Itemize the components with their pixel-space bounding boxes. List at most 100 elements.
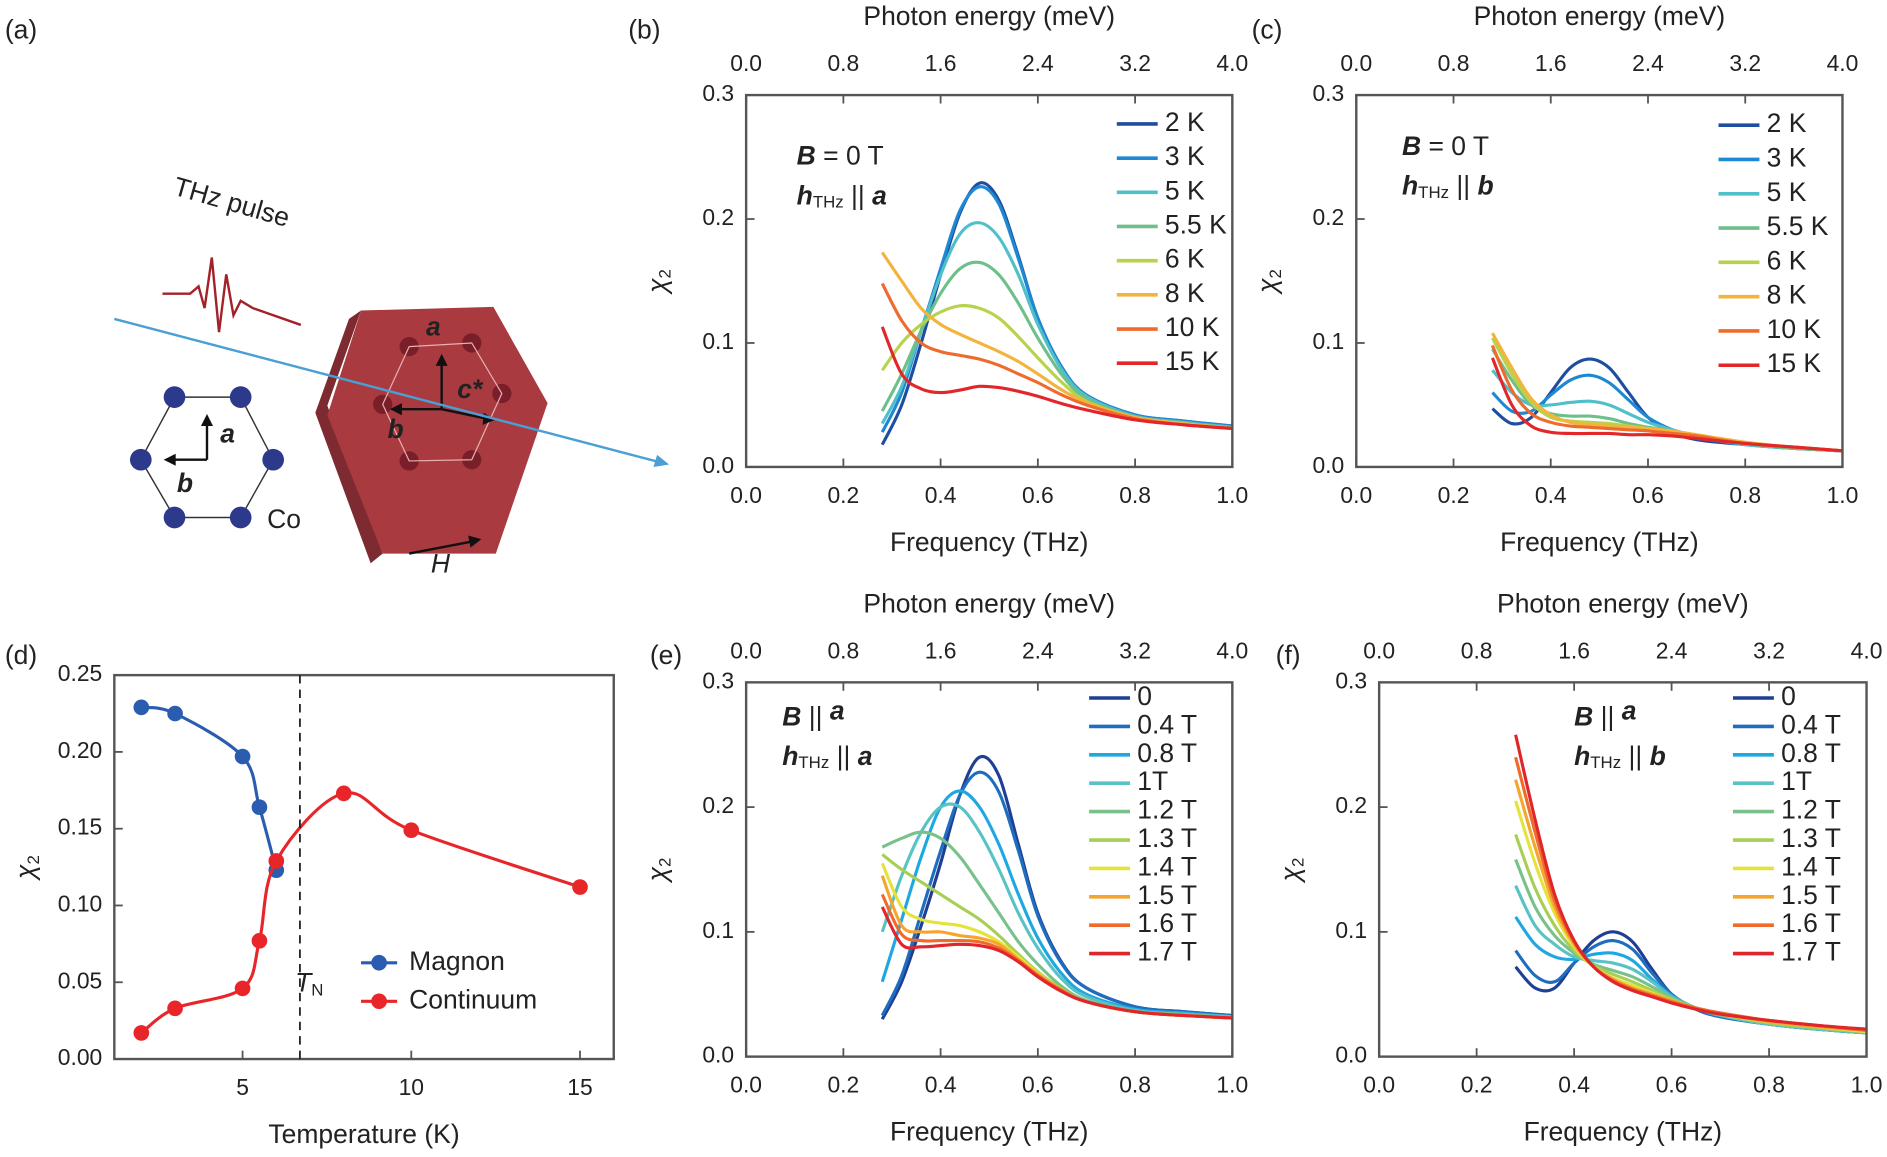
x2-tick-label: 0.0 <box>730 50 762 76</box>
annotation-part: B <box>797 141 816 171</box>
reference-label: TN <box>295 967 323 1000</box>
x2-axis-label: Photon energy (meV) <box>1474 1 1726 31</box>
point <box>268 853 285 869</box>
y-axis-label-symbol: χ <box>642 278 672 295</box>
legend-label: 1.7 T <box>1137 937 1197 967</box>
annotation: hTHz || a <box>797 180 887 211</box>
legend-label: 1.7 T <box>1781 937 1841 967</box>
lattice-axes <box>170 421 209 461</box>
legend-label: 0.8 T <box>1781 738 1841 768</box>
x-tick-label: 0.2 <box>827 1072 859 1098</box>
legend-label: Magnon <box>409 946 505 976</box>
panel-label: (f) <box>1276 640 1301 670</box>
legend-label: 2 K <box>1165 107 1205 137</box>
legend-label: 3 K <box>1165 141 1205 171</box>
x2-tick-label: 0.8 <box>1438 50 1470 76</box>
point <box>251 799 268 816</box>
annotation: B || a <box>782 695 844 731</box>
crystal-axes <box>397 361 488 420</box>
legend-label: 1.3 T <box>1781 823 1841 853</box>
x-axis-label: Frequency (THz) <box>1524 1117 1723 1147</box>
x2-tick-label: 0.8 <box>827 637 859 663</box>
y-axis-label: χ2 <box>642 269 675 295</box>
x-tick-label: 1.0 <box>1216 1072 1248 1098</box>
beam-arrow <box>653 454 670 467</box>
point <box>251 932 268 949</box>
x-tick-label: 0.0 <box>1340 482 1372 508</box>
x2-axis-label: Photon energy (meV) <box>1497 588 1749 618</box>
series-line <box>1490 357 1843 453</box>
legend-label: 1.5 T <box>1781 880 1841 910</box>
x-tick-label: 0.8 <box>1753 1072 1785 1098</box>
y-tick-label: 0.2 <box>1312 204 1344 230</box>
beam <box>114 317 660 464</box>
legend-label: 0 <box>1137 681 1152 711</box>
legend-label: 1.3 T <box>1137 823 1197 853</box>
crystal <box>327 306 548 554</box>
x-tick-label: 1.0 <box>1827 482 1859 508</box>
series-line <box>880 770 1233 1018</box>
x-tick-label: 5 <box>236 1074 249 1100</box>
legend-label: 0.4 T <box>1137 709 1197 739</box>
x2-axis-label: Photon energy (meV) <box>863 588 1115 618</box>
point <box>572 879 588 895</box>
crystal-b: b <box>388 414 404 444</box>
legend-label: 10 K <box>1165 312 1220 342</box>
y-axis-label: χ2 <box>1253 269 1286 295</box>
legend-label: 8 K <box>1767 280 1807 310</box>
legend-label: 2 K <box>1767 108 1807 138</box>
annotation-part: B <box>1402 131 1421 161</box>
legend-label: 5.5 K <box>1165 209 1227 239</box>
point <box>335 785 352 802</box>
legend-label: Continuum <box>409 984 537 1014</box>
plot-frame <box>1377 681 1868 1058</box>
panel-label: (b) <box>628 14 660 44</box>
y-axis-label-symbol: χ <box>642 866 672 883</box>
legend-label: 1.6 T <box>1137 908 1197 938</box>
panel: (c) 2 K 3 K 5 K 5.5 K 6 K 8 K 10 K 15 K 0.0 0.2 0.4… <box>1252 1 1859 557</box>
legend-label: 1.4 T <box>1781 851 1841 881</box>
field-arrow <box>408 540 472 555</box>
y-tick-label: 0.3 <box>1312 80 1344 106</box>
legend-label: 1T <box>1137 766 1168 796</box>
y-tick-label: 0.1 <box>1335 917 1367 943</box>
x-tick-label: 1.0 <box>1851 1072 1883 1098</box>
x2-tick-label: 1.6 <box>925 50 957 76</box>
y-axis-label-subscript: 2 <box>1289 858 1308 867</box>
point <box>234 748 251 765</box>
x-tick-label: 0.4 <box>925 482 957 508</box>
annotation: B = 0 T <box>797 141 884 171</box>
legend-label: 1.2 T <box>1137 795 1197 825</box>
legend-label: 0.8 T <box>1137 738 1197 768</box>
y-tick-label: 0.25 <box>58 660 103 686</box>
panel: (b) 2 K 3 K 5 K 5.5 K 6 K 8 K 10 K 15 K 0.0 0.2 0.4… <box>628 1 1248 557</box>
annotation-part: h <box>782 741 798 771</box>
x-tick-label: 0.8 <box>1119 482 1151 508</box>
y-axis-label-symbol: χ <box>1253 278 1283 295</box>
annotation-part: a <box>858 741 873 771</box>
legend-label: 1.2 T <box>1781 795 1841 825</box>
y-tick-label: 0.3 <box>702 667 734 693</box>
annotation-part: || <box>1593 701 1621 731</box>
y-axis-label: χ2 <box>1275 858 1308 884</box>
x-tick-label: 0.6 <box>1022 1072 1054 1098</box>
legend-label: 6 K <box>1165 244 1205 274</box>
plot-frame <box>744 93 1234 469</box>
x-axis-label: Frequency (THz) <box>890 1117 1089 1147</box>
y-tick-label: 0.0 <box>702 1042 734 1068</box>
y-tick-label: 0.0 <box>1335 1042 1367 1068</box>
point <box>234 980 251 997</box>
annotation-part: THz <box>798 754 829 773</box>
annotation-part: || <box>844 180 872 210</box>
y-tick-label: 0.2 <box>702 792 734 818</box>
x-tick-label: 10 <box>399 1074 424 1100</box>
y-axis-label-subscript: 2 <box>656 269 675 278</box>
lattice-a: a <box>220 419 235 449</box>
series-line <box>141 705 278 871</box>
x-tick-label: 0.4 <box>1535 482 1567 508</box>
legend-label: 1T <box>1781 766 1812 796</box>
x2-tick-label: 1.6 <box>1535 50 1567 76</box>
x-tick-label: 0.4 <box>925 1072 957 1098</box>
annotation: B = 0 T <box>1402 131 1489 161</box>
